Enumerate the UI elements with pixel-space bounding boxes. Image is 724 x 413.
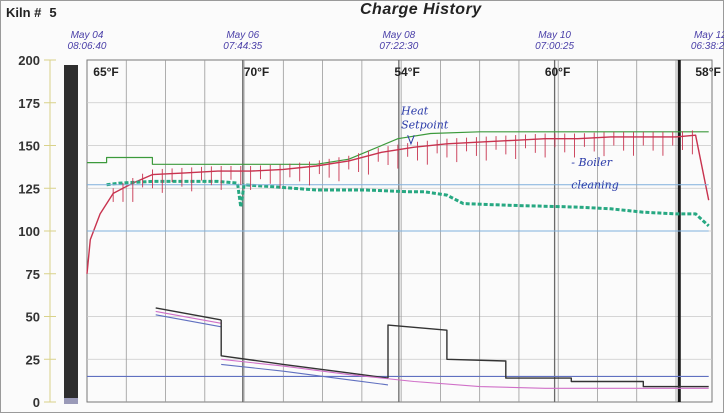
timestamp-time: 07:00:25 [535,41,575,52]
y-tick-label: 150 [18,139,40,154]
series-mc-blue [221,363,389,386]
handwritten-annotation: - Boiler [571,156,612,169]
timestamp-label: May 10 07:00:25 [525,30,585,52]
chart-title: Charge History [360,1,482,18]
handwritten-annotation: Setpoint [401,118,449,131]
kiln-number: 5 [49,5,57,20]
timestamp-label: May 06 07:44:35 [213,30,273,52]
series-setpoint [87,131,709,165]
handwritten-annotation: Heat [400,105,429,118]
timestamp-time: 06:38:21 [690,41,724,52]
series-mc-dark [387,324,709,388]
series-mc-dark [220,319,389,379]
series-mc-blue [155,314,222,328]
y-tick-label: 100 [18,224,40,239]
outside-temp-label: 65°F [93,65,118,79]
outside-temp-label: 54°F [394,65,419,79]
y-tick-label: 50 [26,310,40,325]
y-scale-bar [64,65,78,402]
y-tick-label: 75 [26,267,40,282]
series-mc-pink [221,358,709,389]
y-scale-bar-base [64,398,78,404]
y-tick-label: 175 [18,96,40,111]
kiln-label: Kiln #5 [6,5,57,20]
y-tick-label: 25 [26,352,40,367]
y-tick-label: 0 [33,395,40,410]
outside-temp-label: 70°F [244,65,269,79]
series-mc-pink [155,310,222,324]
timestamp-date: May 12 [693,30,724,41]
timestamp-date: May 04 [70,30,104,41]
timestamp-label: May 08 07:22:30 [369,30,429,52]
annotation-arrow [407,135,415,146]
outside-temp-label: 60°F [545,65,570,79]
timestamp-time: 07:44:35 [223,41,263,52]
y-tick-label: 125 [18,181,40,196]
outside-temp-label: 58°F [695,65,720,79]
handwritten-annotation: cleaning [571,178,618,191]
timestamp-time: 07:22:30 [379,41,419,52]
timestamp-label: May 04 08:06:40 [57,30,117,52]
timestamp-date: May 10 [538,30,571,41]
series-mc-dark [155,307,222,321]
y-tick-label: 200 [18,53,40,68]
timestamp-time: 08:06:40 [67,41,107,52]
timestamp-date: May 08 [382,30,416,41]
timestamp-date: May 06 [226,30,260,41]
